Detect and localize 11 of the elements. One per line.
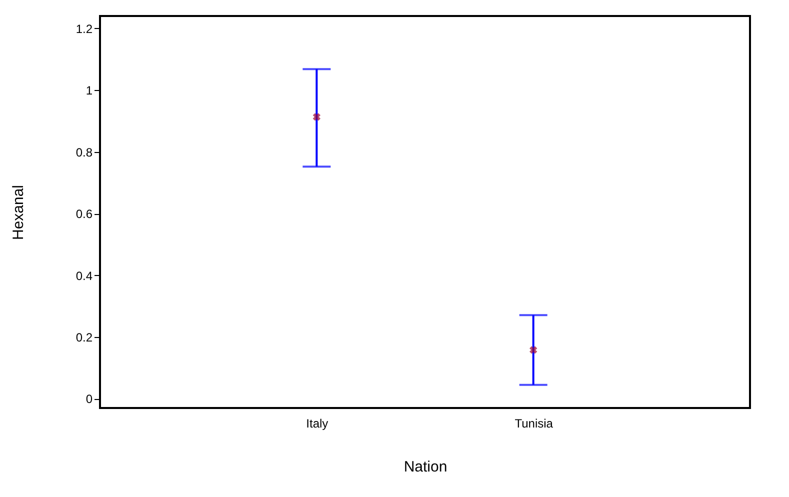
y-tick-label: 1.2 [76, 22, 93, 36]
x-tick-label: Tunisia [514, 416, 554, 430]
y-tick-label: 1 [86, 84, 93, 98]
y-axis-title: Hexanal [10, 184, 27, 240]
x-axis-title: Nation [404, 458, 448, 476]
y-tick-label: 0.4 [76, 268, 93, 283]
y-tick-label: 0.2 [76, 330, 93, 345]
x-tick-label: Italy [306, 416, 328, 430]
y-tick-label: 0 [86, 392, 93, 406]
y-tick-label: 0.8 [76, 145, 93, 160]
y-tick-label: 0.6 [76, 207, 93, 222]
